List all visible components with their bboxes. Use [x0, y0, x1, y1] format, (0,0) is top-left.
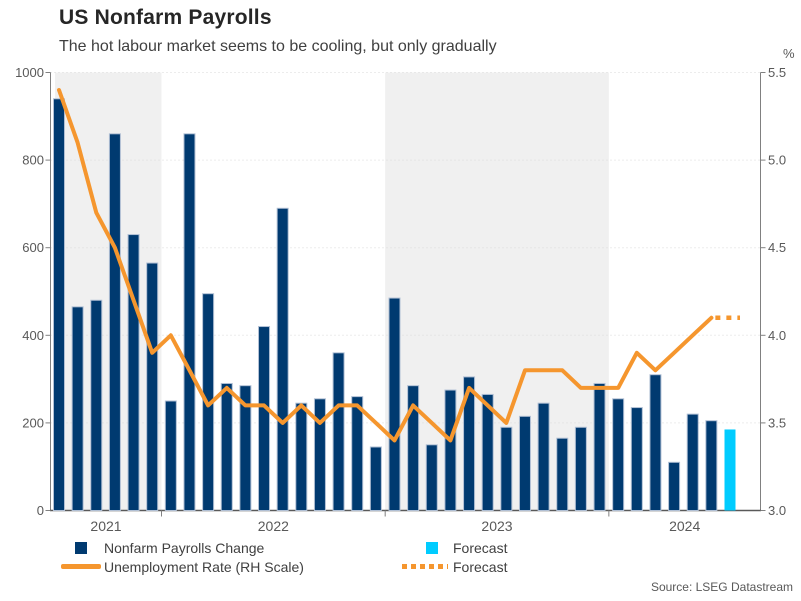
payrolls-bar	[127, 234, 140, 511]
legend-label: Unemployment Rate (RH Scale)	[104, 558, 304, 575]
payrolls-bar	[90, 299, 103, 512]
left-axis-tick-label: 800	[22, 153, 44, 168]
legend-label: Nonfarm Payrolls Change	[104, 539, 265, 556]
left-axis-tick-label: 1000	[15, 65, 44, 80]
payrolls-bar	[705, 420, 718, 511]
legend-row-line: Unemployment Rate (RH Scale) Forecast	[0, 557, 801, 576]
year-shading-band	[385, 72, 609, 511]
legend-item-unemployment-rate: Unemployment Rate (RH Scale)	[61, 557, 304, 576]
payrolls-bar	[463, 376, 476, 511]
x-axis-year-label: 2024	[669, 518, 700, 534]
x-axis-year-label: 2023	[481, 518, 512, 534]
right-axis-unit-label: %	[783, 46, 795, 61]
payrolls-bar	[630, 407, 643, 512]
payrolls-bar	[71, 306, 84, 511]
year-shading-band	[55, 72, 162, 511]
payrolls-bar	[351, 396, 364, 511]
page-title: US Nonfarm Payrolls	[59, 6, 272, 29]
payrolls-bar	[407, 385, 420, 512]
payrolls-bar	[537, 402, 550, 511]
legend-item-line-forecast: Forecast	[402, 557, 507, 576]
payrolls-bar	[481, 393, 494, 511]
payrolls-bar	[313, 398, 326, 511]
payrolls-bar	[369, 446, 382, 511]
legend-item-nonfarm-payrolls: Nonfarm Payrolls Change	[75, 538, 264, 557]
payrolls-bar	[668, 461, 681, 512]
left-axis-tick-label: 600	[22, 240, 44, 255]
payrolls-bar	[425, 444, 438, 511]
payrolls-bar	[183, 133, 196, 511]
legend-row-bars: Nonfarm Payrolls Change Forecast	[0, 538, 801, 557]
payrolls-bar	[500, 426, 513, 511]
chart-subtitle: The hot labour market seems to be coolin…	[59, 38, 497, 55]
payrolls-bar	[444, 389, 457, 511]
x-axis-year-label: 2022	[258, 518, 289, 534]
forecast-bar	[724, 429, 736, 511]
payrolls-bar	[258, 326, 271, 512]
payrolls-bar	[239, 385, 252, 512]
left-axis-tick-label: 200	[22, 415, 44, 430]
right-axis-tick-label: 5.0	[768, 153, 786, 168]
orange-line-swatch-icon	[61, 564, 101, 569]
x-axis-year-label: 2021	[90, 518, 121, 534]
payrolls-bar	[164, 400, 177, 511]
payrolls-bar	[53, 98, 65, 511]
payrolls-bar	[612, 398, 625, 511]
legend-label: Forecast	[453, 539, 508, 556]
payrolls-bar	[593, 382, 606, 512]
unemployment-rate-line	[57, 88, 714, 443]
legend-label: Forecast	[453, 558, 508, 575]
payrolls-bar	[108, 133, 121, 511]
right-axis-tick-label: 3.5	[768, 415, 786, 430]
payrolls-bar	[556, 437, 569, 512]
payrolls-bar	[649, 374, 662, 511]
payrolls-bar	[518, 415, 531, 511]
orange-dotted-swatch-icon	[402, 564, 448, 569]
payrolls-bar	[146, 262, 159, 511]
source-attribution: Source: LSEG Datastream	[650, 580, 793, 594]
legend-item-bar-forecast: Forecast	[426, 538, 507, 557]
right-axis-tick-label: 4.5	[768, 240, 786, 255]
payrolls-bar	[332, 352, 345, 511]
cyan-bar-swatch-icon	[426, 541, 438, 554]
right-axis-tick-label: 5.5	[768, 65, 786, 80]
payrolls-bar	[388, 297, 401, 511]
payrolls-bar	[220, 382, 233, 512]
payrolls-bar	[574, 426, 587, 511]
left-axis-tick-label: 0	[37, 503, 44, 518]
payrolls-bar	[295, 402, 308, 511]
navy-bar-swatch-icon	[75, 541, 87, 554]
payrolls-bar	[276, 207, 289, 511]
payrolls-bar	[686, 413, 699, 512]
right-axis-tick-label: 4.0	[768, 328, 786, 343]
right-axis-tick-label: 3.0	[768, 503, 786, 518]
left-axis-tick-label: 400	[22, 328, 44, 343]
